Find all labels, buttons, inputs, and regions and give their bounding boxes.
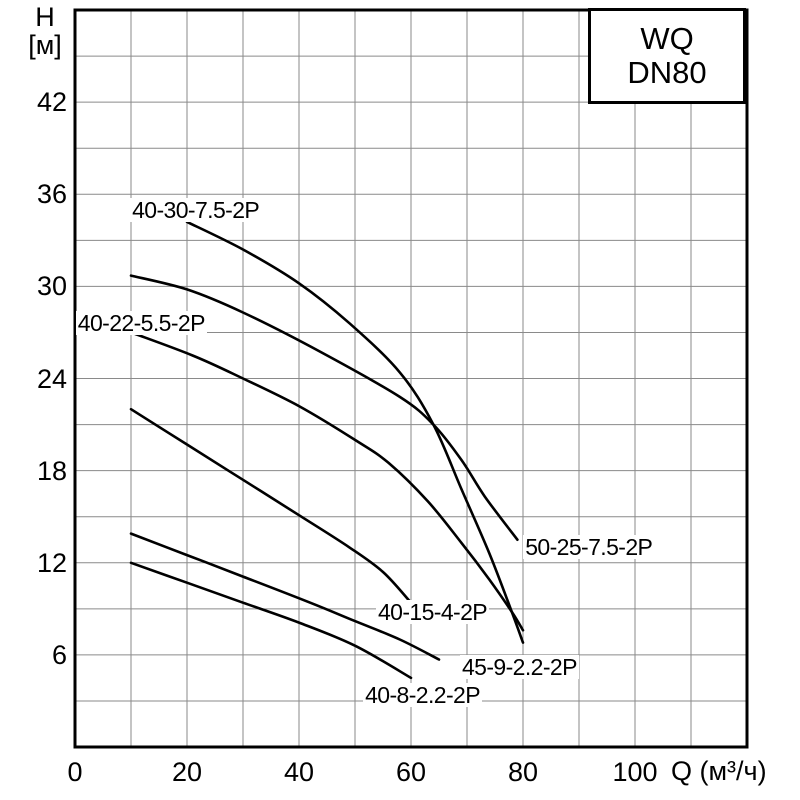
y-tick-label: 12 (36, 547, 67, 578)
y-tick-label: 30 (36, 271, 67, 302)
x-axis-title: Q (м³/ч) (671, 756, 767, 786)
y-tick-label: 42 (36, 87, 67, 118)
curve-label: 40-30-7.5-2P (130, 196, 262, 223)
curve-40-22-5.5-2P (129, 331, 525, 632)
curve-40-15-4-2P (129, 407, 413, 604)
y-tick-label: 18 (36, 455, 67, 486)
x-tick-label: 0 (67, 757, 83, 787)
curve-40-30-7.5-2P (185, 220, 525, 644)
x-tick-label: 80 (507, 757, 539, 787)
curve-label: 45-9-2.2-2P (459, 654, 579, 681)
model-title-box: WQ DN80 (588, 8, 746, 104)
x-tick-label: 40 (283, 757, 315, 787)
curve-45-9-2.2-2P (129, 532, 441, 661)
y-axis-title-unit: [м] (28, 30, 62, 60)
curve-label: 40-22-5.5-2P (75, 310, 207, 337)
curve-label: 40-15-4-2P (375, 598, 490, 625)
y-tick-label: 36 (36, 179, 67, 210)
y-axis-title: H [м] (14, 3, 76, 59)
x-tick-label: 100 (612, 757, 658, 787)
x-tick-label: 20 (171, 757, 203, 787)
plot-border (73, 8, 749, 749)
curve-label: 50-25-7.5-2P (523, 534, 655, 561)
model-title-series: WQ (640, 21, 694, 56)
curve-label: 40-8-2.2-2P (363, 681, 482, 708)
model-title-dn: DN80 (627, 55, 707, 90)
y-tick-label: 6 (51, 639, 67, 670)
curve-40-8-2.2-2P (129, 561, 413, 680)
y-tick-label: 24 (36, 363, 67, 394)
curve-50-25-7.5-2P (129, 274, 519, 541)
x-tick-label: 60 (395, 757, 427, 787)
y-axis-title-symbol: H (35, 2, 55, 32)
